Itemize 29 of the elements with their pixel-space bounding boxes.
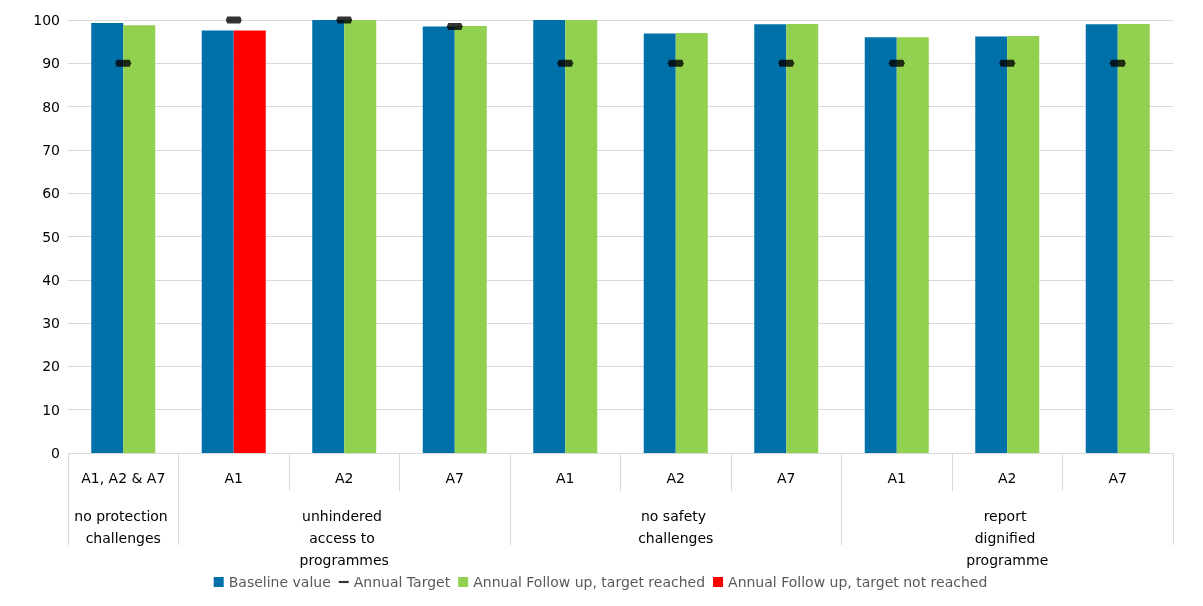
y-tick-label: 30 xyxy=(42,315,60,332)
x-tick-label: A1 xyxy=(224,470,243,486)
text: no protection challenges xyxy=(74,508,173,546)
x-tick-label: A2 xyxy=(335,470,354,486)
y-tick-label: 70 xyxy=(42,141,60,158)
x-tick-label: A2 xyxy=(666,470,685,486)
legend-label: Annual Follow up, target reached xyxy=(473,574,706,590)
y-tick-label: 100 xyxy=(33,12,60,28)
text: no safety challenges xyxy=(638,508,714,546)
y-tick-label: 10 xyxy=(42,401,60,418)
legend-label: Annual Target xyxy=(353,574,451,590)
x-tick-label: A2 xyxy=(998,470,1017,486)
legend-label: Baseline value xyxy=(228,574,331,590)
x-tick-label: A7 xyxy=(777,470,796,486)
y-tick-label: 80 xyxy=(42,98,60,115)
x-tick-label: A7 xyxy=(445,470,464,486)
y-tick-label: 50 xyxy=(42,228,60,245)
y-tick-label: 90 xyxy=(42,55,60,72)
y-tick-label: 40 xyxy=(42,271,60,288)
x-tick-label: A1, A2 & A7 xyxy=(81,470,166,486)
y-tick-label: 20 xyxy=(42,358,60,375)
x-tick-label: A7 xyxy=(1108,470,1127,486)
legend-label: Annual Follow up, target not reached xyxy=(728,574,988,590)
text: unhindered access to programmes xyxy=(299,508,389,568)
x-tick-label: A1 xyxy=(887,470,906,486)
x-tick-label: A1 xyxy=(556,470,575,486)
y-tick-label: 0 xyxy=(51,445,60,461)
text: report dignified programme xyxy=(966,508,1049,568)
y-tick-label: 60 xyxy=(42,185,60,202)
